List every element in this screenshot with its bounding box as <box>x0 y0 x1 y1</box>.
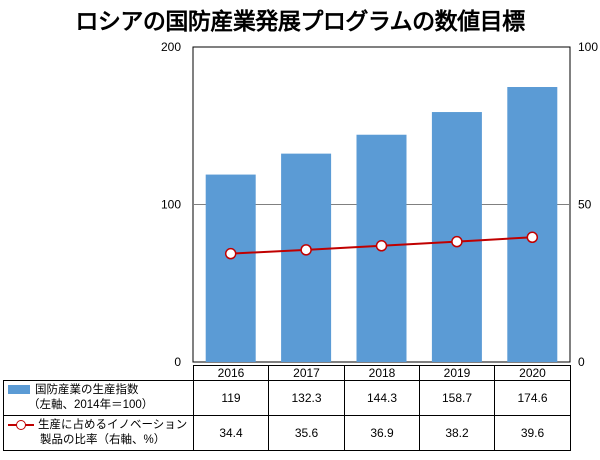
table-cell: 38.2 <box>419 415 495 451</box>
right-axis-tick-label: 50 <box>578 198 592 212</box>
line-point <box>300 244 312 256</box>
bar <box>507 87 558 362</box>
bar-legend-swatch <box>8 385 30 395</box>
table-year-2016: 2016 <box>193 365 269 381</box>
table-header-row: 2016 2017 2018 2019 2020 <box>3 365 571 381</box>
line-point <box>526 231 539 244</box>
table-row-innovation-share: 生産に占めるイノベーション 製品の比率（右軸、%） 34.4 35.6 36.9… <box>3 415 571 451</box>
line-point <box>451 235 463 248</box>
table-cell: 39.6 <box>494 415 571 451</box>
table-cell: 174.6 <box>494 380 571 416</box>
left-axis-tick-label: 100 <box>161 198 181 212</box>
legend-production-index: 国防産業の生産指数 （左軸、2014年＝100） <box>3 380 194 416</box>
left-axis-tick-label: 200 <box>161 40 181 54</box>
right-axis-tick-label: 100 <box>578 40 598 54</box>
table-corner <box>3 365 194 381</box>
table-cell: 119 <box>193 380 269 416</box>
table-cell: 144.3 <box>344 380 420 416</box>
innovation-share-label: 生産に占めるイノベーション <box>38 419 188 431</box>
line-point <box>224 247 237 260</box>
legend-innovation-share: 生産に占めるイノベーション 製品の比率（右軸、%） <box>3 415 194 451</box>
line-point <box>375 240 388 252</box>
bar <box>205 174 256 362</box>
chart-title: ロシアの国防産業発展プログラムの数値目標 <box>75 9 525 35</box>
table-cell: 36.9 <box>344 415 420 451</box>
innovation-share-sublabel: 製品の比率（右軸、%） <box>40 434 166 446</box>
production-index-label: 国防産業の生産指数 <box>35 384 139 396</box>
table-year-2018: 2018 <box>344 365 420 381</box>
right-axis-tick-label: 0 <box>578 355 585 369</box>
table-year-2019: 2019 <box>419 365 495 381</box>
table-cell: 158.7 <box>419 380 495 416</box>
table-cell: 34.4 <box>193 415 269 451</box>
table-year-2020: 2020 <box>494 365 571 381</box>
table-cell: 35.6 <box>268 415 345 451</box>
production-index-sublabel: （左軸、2014年＝100） <box>28 399 154 411</box>
table-year-2017: 2017 <box>268 365 345 381</box>
data-table: 2016 2017 2018 2019 2020 国防産業の生産指数 （左軸、2… <box>3 365 571 451</box>
table-cell: 132.3 <box>268 380 345 416</box>
table-row-production-index: 国防産業の生産指数 （左軸、2014年＝100） 119 132.3 144.3… <box>3 380 571 416</box>
left-axis-tick-label: 0 <box>174 355 181 369</box>
bar <box>281 153 332 362</box>
line-legend-marker <box>8 419 34 431</box>
